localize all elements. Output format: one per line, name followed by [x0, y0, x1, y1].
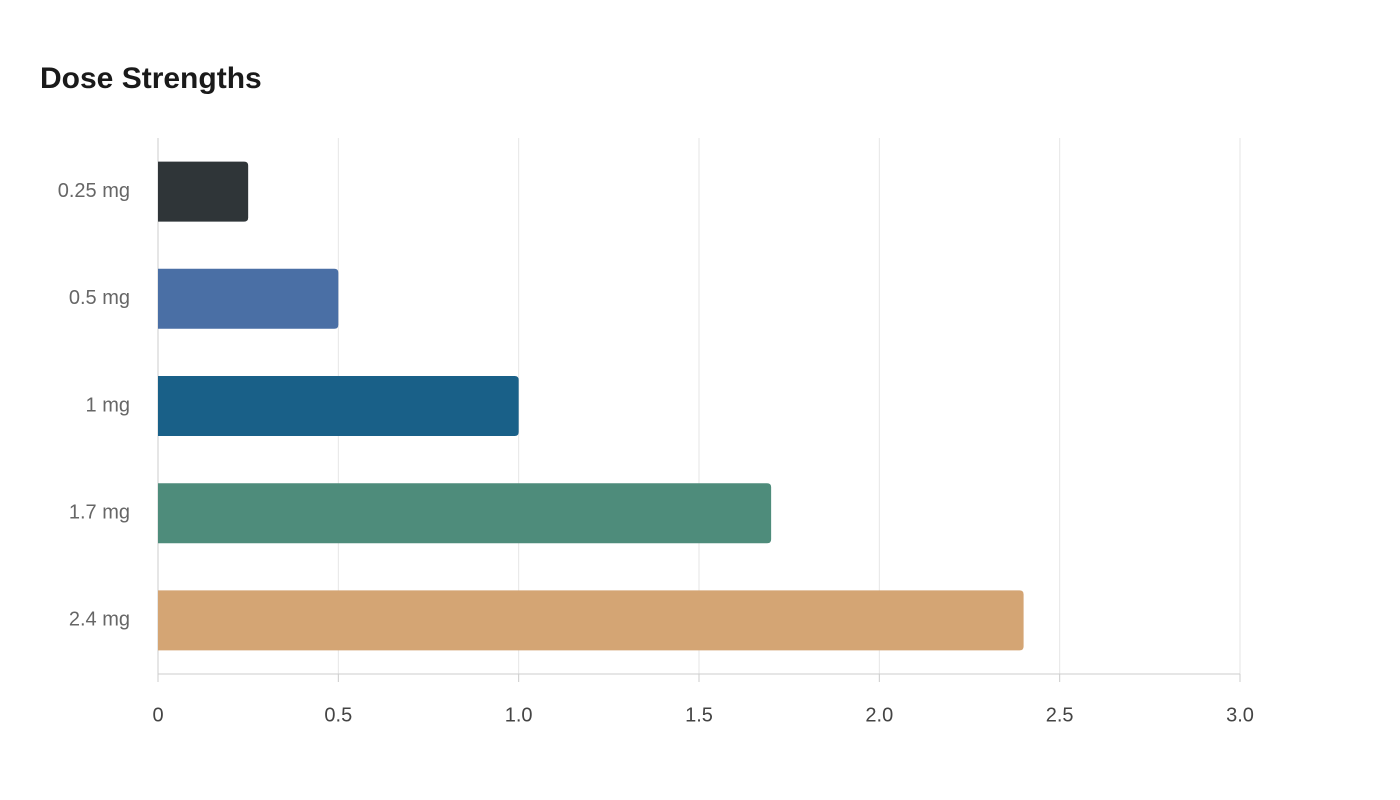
x-tick-label: 3.0	[1226, 704, 1254, 726]
bar	[158, 590, 1024, 651]
x-tick-label: 0.5	[324, 704, 352, 726]
bar	[158, 483, 772, 544]
chart-title: Dose Strengths	[40, 62, 262, 95]
y-tick-label: 2.4 mg	[69, 609, 130, 631]
x-tick-label: 2.5	[1046, 704, 1074, 726]
x-tick-label: 1.5	[685, 704, 713, 726]
bar	[158, 376, 519, 436]
x-tick-label: 1.0	[505, 704, 533, 726]
y-tick-label: 0.25 mg	[58, 180, 130, 202]
bar	[158, 268, 339, 329]
y-tick-label: 1 mg	[86, 394, 130, 416]
y-tick-label: 0.5 mg	[69, 287, 130, 309]
bar	[158, 161, 249, 222]
y-tick-label: 1.7 mg	[69, 501, 130, 523]
x-tick-label: 2.0	[865, 704, 893, 726]
x-tick-label: 0	[152, 704, 163, 726]
